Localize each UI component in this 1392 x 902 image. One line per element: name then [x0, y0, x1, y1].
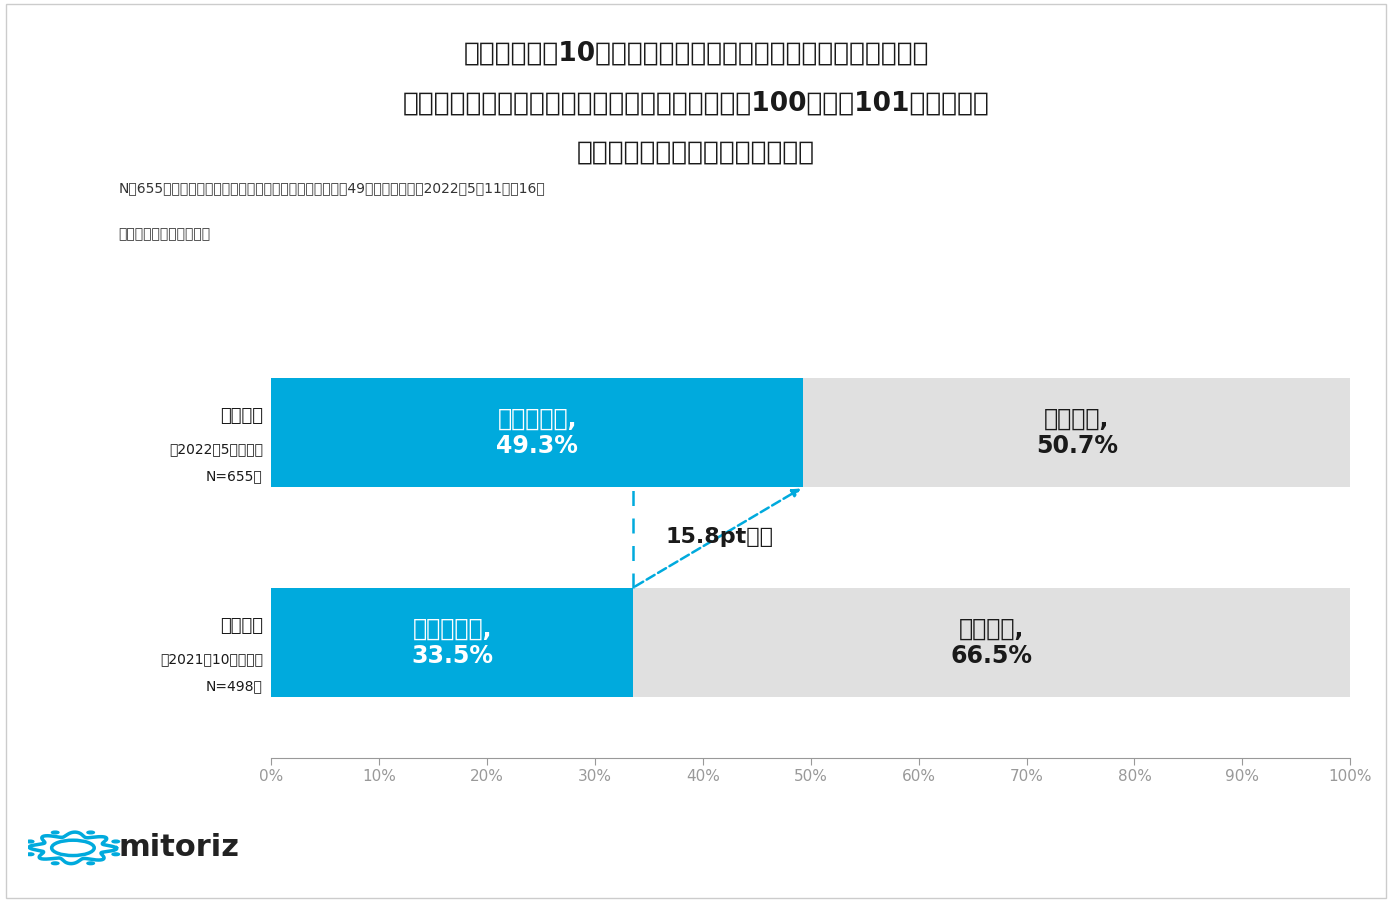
- Circle shape: [26, 840, 33, 842]
- Text: 今回調査: 今回調査: [220, 407, 263, 425]
- Text: 図表１）今年10月から社会保険の適用外だった中小企業で働く: 図表１）今年10月から社会保険の適用外だった中小企業で働く: [464, 41, 928, 67]
- Bar: [633, 588, 1350, 697]
- Text: N=655人: N=655人: [206, 470, 263, 483]
- Bar: [803, 378, 1350, 487]
- Circle shape: [86, 831, 95, 833]
- Text: 知らない,
50.7%: 知らない, 50.7%: [1036, 407, 1118, 458]
- Text: 知らない,
66.5%: 知らない, 66.5%: [951, 616, 1033, 668]
- Text: N=498人: N=498人: [206, 679, 263, 694]
- Text: N＝655人、弊社に登録する非正規で働く女性（平均年齢49歳）調査期間：2022年5月11日～16日: N＝655人、弊社に登録する非正規で働く女性（平均年齢49歳）調査期間：2022…: [118, 181, 546, 196]
- Bar: [271, 588, 633, 697]
- Bar: [271, 378, 803, 487]
- Circle shape: [52, 862, 58, 865]
- Text: 前回調査: 前回調査: [220, 617, 263, 634]
- Text: インターネットリサーチ: インターネットリサーチ: [118, 227, 212, 242]
- Circle shape: [111, 840, 120, 842]
- Text: 知っている,
49.3%: 知っている, 49.3%: [497, 407, 578, 458]
- Text: 短時間パート労働者の社会保険加入が、従業員数100人超（101人以上）に: 短時間パート労働者の社会保険加入が、従業員数100人超（101人以上）に: [402, 90, 990, 116]
- Text: 知っている,
33.5%: 知っている, 33.5%: [411, 616, 493, 668]
- Text: 15.8pt上昇: 15.8pt上昇: [665, 528, 773, 548]
- Text: mitoriz: mitoriz: [118, 833, 239, 862]
- Circle shape: [26, 853, 33, 856]
- Circle shape: [86, 862, 95, 865]
- Circle shape: [111, 853, 120, 856]
- Text: ［2022年5月調査］: ［2022年5月調査］: [168, 442, 263, 456]
- Text: ［2021年10月調査］: ［2021年10月調査］: [160, 652, 263, 666]
- Text: 拡大されることをご存知ですか？: 拡大されることをご存知ですか？: [576, 140, 816, 166]
- Circle shape: [52, 831, 58, 833]
